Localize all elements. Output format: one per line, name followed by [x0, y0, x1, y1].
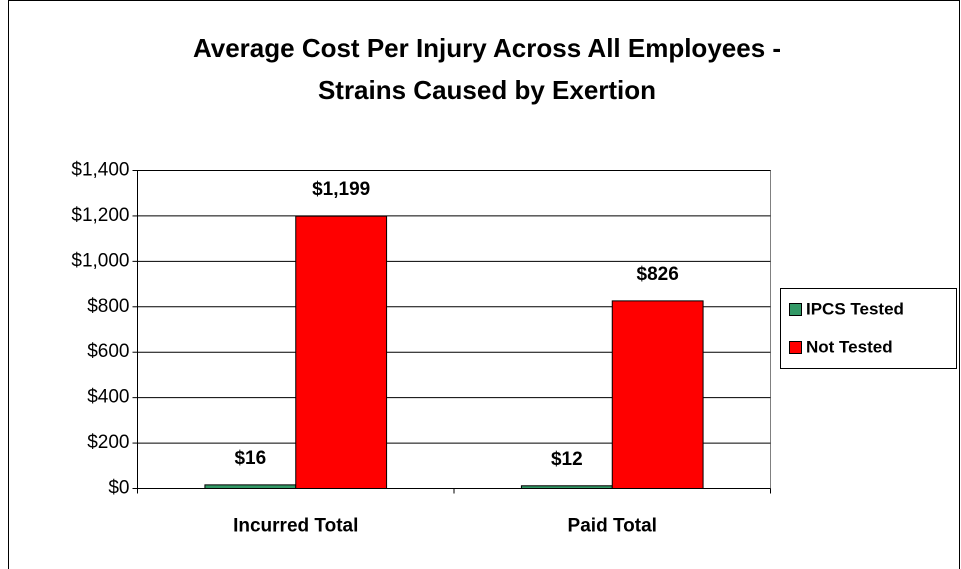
chart-title: Strains Caused by Exertion — [318, 75, 656, 105]
data-label: $1,199 — [312, 179, 370, 200]
y-tick-label: $200 — [87, 432, 129, 453]
y-tick-label: $1,000 — [71, 250, 129, 271]
y-tick-label: $400 — [87, 387, 129, 408]
x-tick-label: Incurred Total — [233, 516, 358, 537]
chart-title: Average Cost Per Injury Across All Emplo… — [193, 33, 781, 63]
legend-label: IPCS Tested — [806, 299, 904, 318]
y-tick-label: $1,200 — [71, 205, 129, 226]
bar — [611, 300, 704, 489]
y-tick-label: $800 — [87, 296, 129, 317]
bar — [295, 215, 388, 490]
y-tick-label: $600 — [87, 341, 129, 362]
legend-swatch — [789, 341, 802, 354]
data-label: $16 — [234, 448, 266, 469]
y-tick-label: $0 — [108, 478, 129, 499]
legend-label: Not Tested — [806, 337, 893, 356]
data-label: $12 — [551, 449, 583, 470]
y-tick-label: $1,400 — [71, 160, 129, 181]
data-label: $826 — [637, 264, 679, 285]
bar — [204, 484, 297, 490]
legend-swatch — [789, 303, 802, 316]
bar — [520, 485, 613, 490]
x-tick-label: Paid Total — [568, 516, 657, 537]
legend-box — [780, 288, 957, 369]
